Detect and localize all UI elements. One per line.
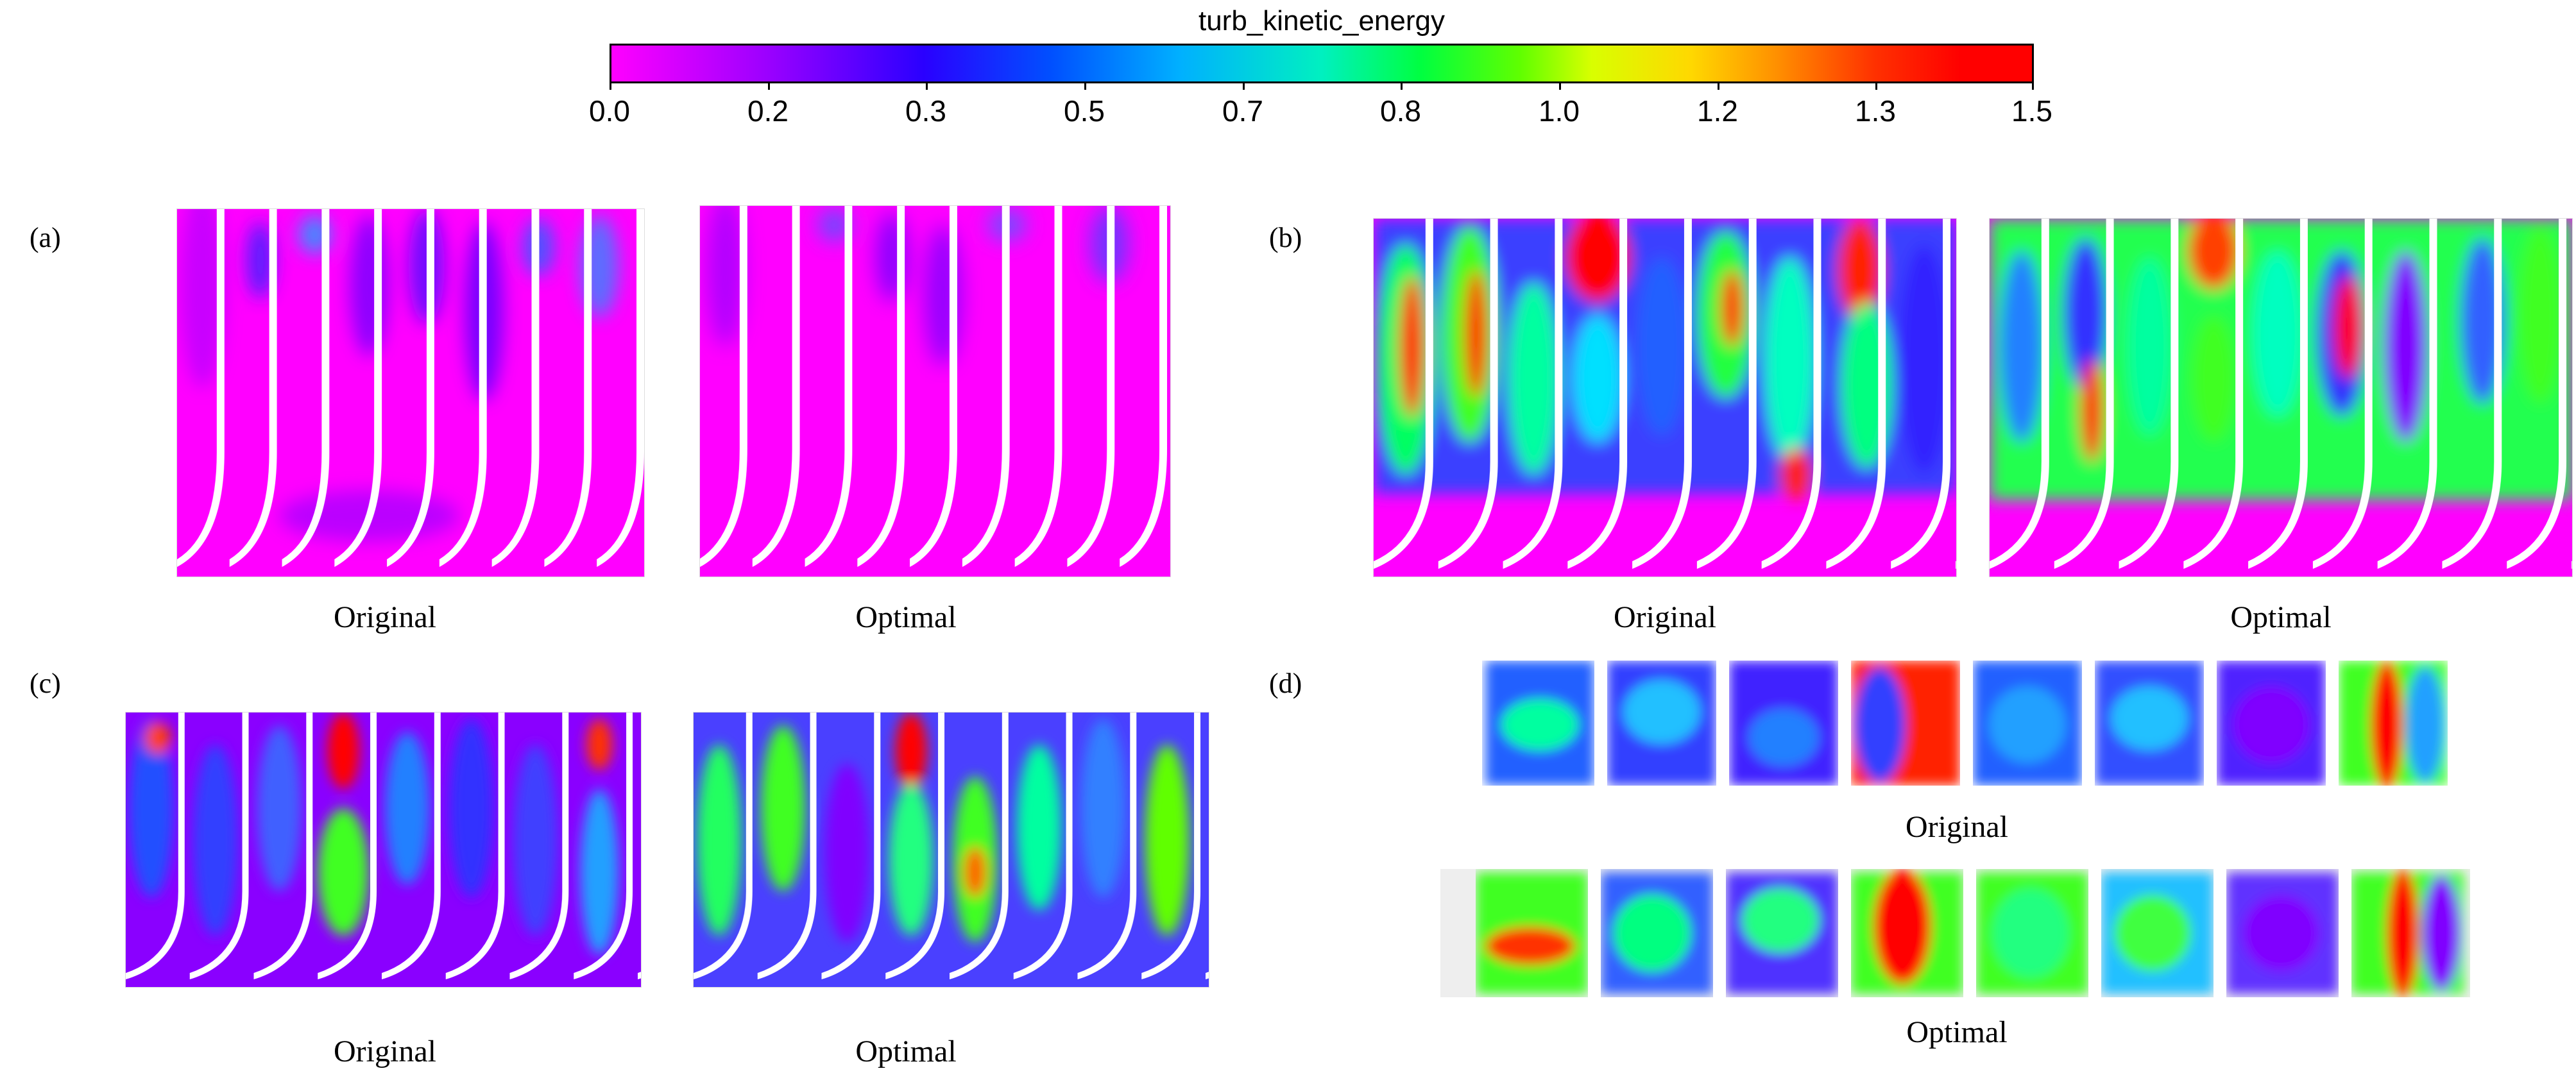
colorbar-title: turb_kinetic_energy [1198,5,1445,37]
panel-a-optimal-caption: Optimal [855,600,957,634]
colorbar-tick-label: 0.7 [1222,94,1263,128]
colorbar-tick-label: 0.0 [589,94,630,128]
colorbar-tick [1718,82,1719,90]
colorbar-tick [1084,82,1086,90]
panel-c-optimal-caption: Optimal [855,1034,957,1068]
colorbar-tick-label: 1.0 [1539,94,1580,128]
panel-d-original-strip [1482,661,2470,786]
colorbar-tick-label: 0.3 [905,94,946,128]
panel-c-original-field [125,712,642,988]
panel-label-b: (b) [1269,222,1302,253]
colorbar-tick-label: 1.5 [2011,94,2052,128]
colorbar-gradient [610,44,2034,83]
colorbar-tick-label: 0.5 [1064,94,1105,128]
colorbar-tick [1243,82,1245,90]
panel-label-a: (a) [30,222,61,253]
panel-b-optimal-field [1989,218,2573,577]
panel-a-optimal-field [699,205,1171,577]
colorbar-tick [926,82,928,90]
panel-c-optimal-field [693,712,1209,988]
colorbar-tick [1875,82,1877,90]
panel-label-d: (d) [1269,668,1302,699]
colorbar-tick-label: 1.3 [1855,94,1896,128]
colorbar-tick [1401,82,1403,90]
colorbar-tick-label: 1.2 [1697,94,1738,128]
panel-label-c: (c) [30,668,61,699]
panel-b-original-field [1373,218,1957,577]
colorbar-tick [1559,82,1561,90]
colorbar-tick-label: 0.8 [1380,94,1421,128]
colorbar-tick-label: 0.2 [747,94,789,128]
panel-c-original-caption: Original [334,1034,436,1068]
panel-d-original-caption: Original [1906,810,2008,844]
panel-b-original-caption: Original [1614,600,1716,634]
colorbar-tick [2032,82,2034,90]
colorbar-tick [610,82,611,90]
panel-a-original-caption: Original [334,600,436,634]
colorbar-tick [768,82,770,90]
panel-d-optimal-strip [1440,869,2470,997]
panel-d-optimal-caption: Optimal [1906,1015,2008,1049]
panel-b-optimal-caption: Optimal [2230,600,2332,634]
panel-a-original-field [176,208,645,577]
